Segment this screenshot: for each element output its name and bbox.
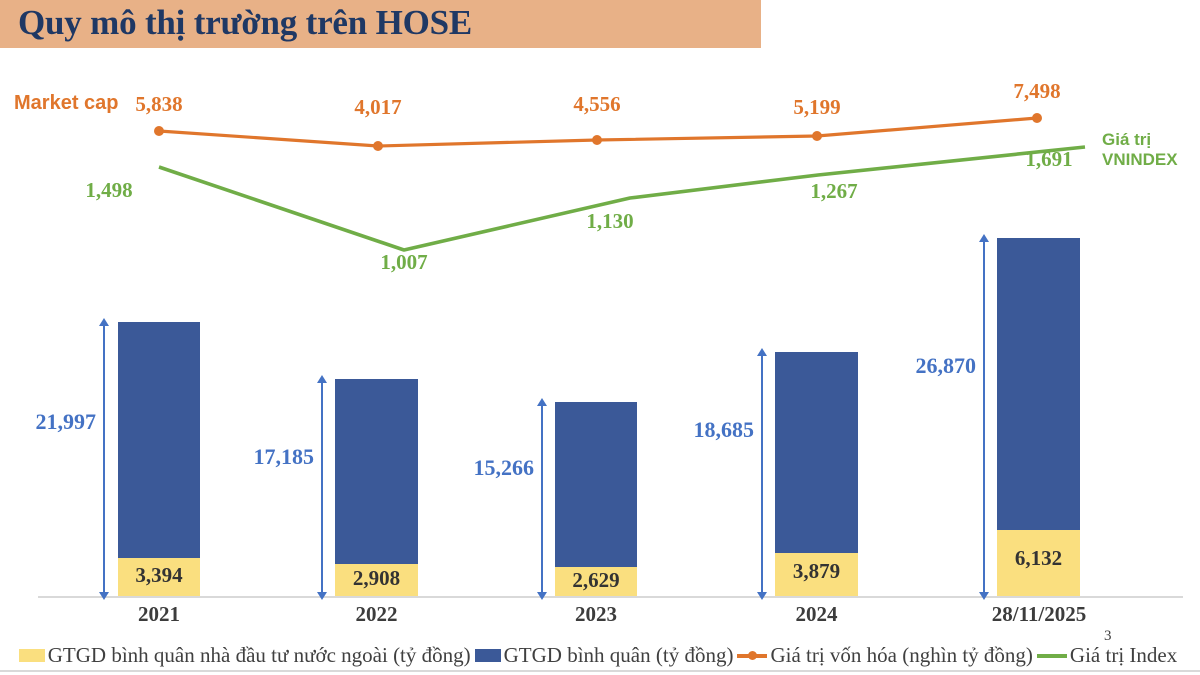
legend-item-market-cap[interactable]: Giá trị vốn hóa (nghìn tỷ đồng) — [737, 643, 1033, 668]
bar-yellow-label-2023: 2,629 — [572, 568, 620, 592]
bar-blue-2022[interactable] — [335, 379, 418, 564]
dimension-arrow-2023 — [537, 398, 547, 600]
vnindex-label-2022: 1,007 — [380, 250, 428, 274]
vnindex-series-label-line2: VNINDEX — [1102, 150, 1178, 169]
bar-yellow-2025[interactable] — [997, 530, 1080, 596]
market-cap-label-2021: 5,838 — [135, 92, 183, 116]
bar-yellow-label-2022: 2,908 — [352, 566, 401, 590]
title-banner — [0, 0, 761, 48]
legend-label-index: Giá trị Index — [1069, 643, 1178, 667]
bar-total-label-2023: 15,266 — [473, 455, 535, 480]
market-cap-point-2023 — [592, 135, 602, 145]
legend-item-avg-value[interactable]: GTGD bình quân (tỷ đồng) — [474, 643, 734, 668]
x-axis-line — [38, 596, 1183, 598]
bar-yellow-2021[interactable] — [118, 558, 200, 596]
vnindex-series-label: Giá trị VNINDEX — [1102, 130, 1178, 170]
bar-blue-2024[interactable] — [775, 352, 858, 553]
legend-divider — [0, 670, 1200, 672]
blue-swatch-icon — [474, 649, 501, 662]
category-label-2025: 28/11/2025 — [991, 602, 1087, 626]
bar-yellow-2024[interactable] — [775, 553, 858, 596]
market-cap-point-2022 — [373, 141, 383, 151]
dimension-arrow-2022 — [317, 375, 327, 600]
green-line-marker-icon — [1036, 653, 1067, 658]
series-lines — [154, 113, 1086, 252]
bar-blue-2025[interactable] — [997, 238, 1080, 530]
vnindex-label-2025: 1,691 — [1025, 147, 1073, 171]
bar-blue-2021[interactable] — [118, 322, 200, 558]
orange-line-marker-icon — [737, 650, 768, 660]
yellow-swatch-icon — [18, 649, 45, 662]
vnindex-line — [158, 145, 1086, 252]
market-cap-series-label: Market cap — [14, 92, 119, 114]
bar-yellow-2023[interactable] — [555, 567, 637, 596]
market-cap-label-2024: 5,199 — [793, 95, 841, 119]
category-label-2023: 2023 — [575, 602, 617, 626]
bar-yellow-label-2024: 3,879 — [792, 559, 841, 583]
legend-label-avg-value: GTGD bình quân (tỷ đồng) — [503, 643, 734, 667]
dimension-arrow-2021 — [99, 318, 109, 600]
dimension-arrow-2025 — [979, 234, 989, 600]
vnindex-series-label-line1: Giá trị — [1102, 130, 1152, 149]
bar-total-label-2024: 18,685 — [693, 417, 755, 442]
legend-label-market-cap: Giá trị vốn hóa (nghìn tỷ đồng) — [770, 643, 1033, 667]
bar-total-label-2022: 17,185 — [253, 444, 315, 469]
bar-yellow-2022[interactable] — [335, 564, 418, 596]
legend-label-foreign-value: GTGD bình quân nhà đầu tư nước ngoài (tỷ… — [47, 643, 471, 667]
market-cap-label-2022: 4,017 — [354, 95, 402, 119]
category-label-2022: 2022 — [355, 602, 398, 626]
bar-yellow-label-2021: 3,394 — [135, 563, 183, 587]
page-title: Quy mô thị trường trên HOSE — [18, 3, 473, 42]
bar-blue-2023[interactable] — [555, 402, 637, 567]
market-cap-point-2025 — [1032, 113, 1042, 123]
chart-legend: GTGD bình quân nhà đầu tư nước ngoài (tỷ… — [0, 636, 1200, 675]
bar-total-label-2021: 21,997 — [35, 409, 97, 434]
market-cap-label-2023: 4,556 — [573, 92, 621, 116]
vnindex-label-2023: 1,130 — [586, 209, 634, 233]
market-cap-point-2021 — [154, 126, 164, 136]
bar-total-label-2025: 26,870 — [915, 353, 977, 378]
market-cap-label-2025: 7,498 — [1013, 79, 1061, 103]
market-cap-point-2024 — [812, 131, 822, 141]
vnindex-label-2021: 1,498 — [85, 178, 133, 202]
bar-yellow-label-2025: 6,132 — [1014, 546, 1063, 570]
legend-item-foreign-value[interactable]: GTGD bình quân nhà đầu tư nước ngoài (tỷ… — [18, 643, 471, 668]
legend-item-index[interactable]: Giá trị Index — [1036, 643, 1178, 668]
vnindex-label-2024: 1,267 — [810, 179, 858, 203]
category-label-2021: 2021 — [138, 602, 180, 626]
dimension-arrow-2024 — [757, 348, 767, 600]
category-label-2024: 2024 — [795, 602, 838, 626]
chart-plot-area: 3,394 2,908 2,629 3,879 6,132 21,997 17,… — [14, 79, 1183, 626]
page-number: 3 — [1104, 628, 1112, 644]
